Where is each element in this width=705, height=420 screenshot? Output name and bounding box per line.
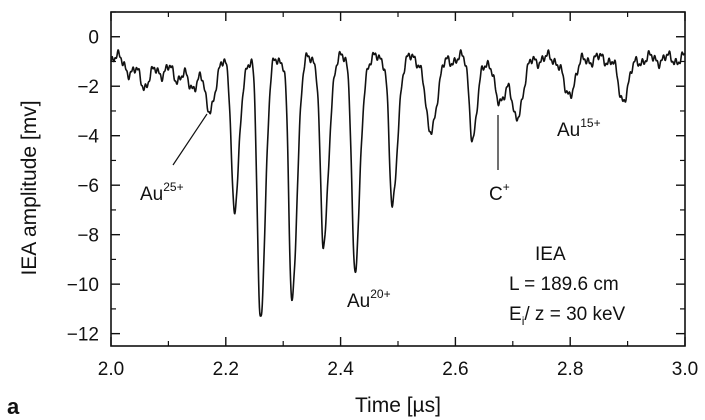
y-tick-label: −4 — [77, 127, 99, 148]
y-tick-label: −6 — [77, 176, 99, 197]
plot-frame — [110, 11, 686, 347]
y-axis-title: IEA amplitude [mv] — [18, 100, 41, 275]
x-tick-label: 3.0 — [672, 359, 698, 380]
y-tick-label: −10 — [67, 275, 99, 296]
axis-ticks — [110, 11, 686, 346]
x-tick-label: 2.0 — [98, 359, 124, 380]
annotation-au20: Au20+ — [347, 287, 391, 312]
annotation-pointer-au25 — [172, 113, 208, 166]
x-tick-labels: 2.0 2.2 2.4 2.6 2.8 3.0 — [98, 359, 698, 380]
y-tick-label: −2 — [77, 77, 99, 98]
x-tick-label: 2.4 — [327, 359, 354, 380]
annotation-au15: Au15+ — [557, 116, 601, 141]
panel-label: a — [7, 394, 20, 419]
x-tick-label: 2.2 — [213, 359, 239, 380]
plot-frame-rect — [110, 11, 686, 347]
x-tick-label: 2.8 — [557, 359, 583, 380]
annotation-c: C+ — [489, 180, 510, 205]
info-length: L = 189.6 cm — [509, 274, 619, 295]
x-tick-label: 2.6 — [442, 359, 468, 380]
x-axis-title: Time [µs] — [355, 394, 441, 417]
series-line — [110, 49, 686, 317]
y-tick-label: −8 — [77, 226, 99, 247]
annotation-au25: Au25+ — [140, 180, 184, 205]
info-energy: Ei/ z = 30 keV — [509, 304, 626, 328]
y-tick-label: −12 — [67, 325, 99, 346]
y-tick-label: 0 — [88, 28, 99, 49]
info-label: IEA — [535, 244, 566, 265]
y-tick-labels: 0 −2 −4 −6 −8 −10 −12 — [67, 28, 100, 346]
